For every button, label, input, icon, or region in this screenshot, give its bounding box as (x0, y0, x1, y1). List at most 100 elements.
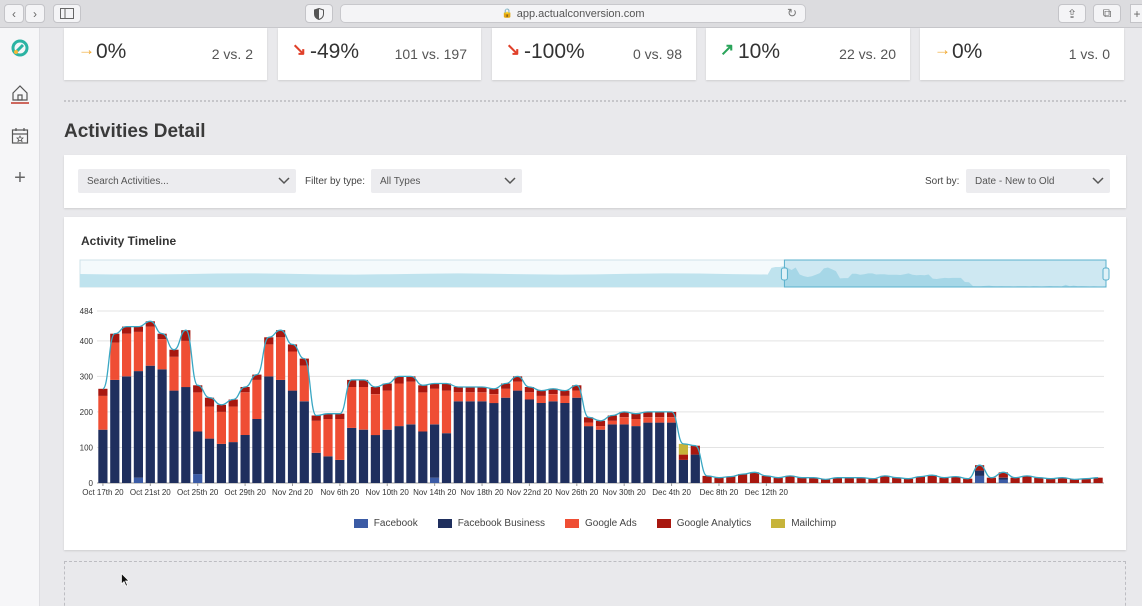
chart-legend: Facebook Facebook Business Google Ads Go… (64, 518, 1126, 529)
bar-segment (678, 443, 688, 455)
bar-segment (690, 454, 700, 483)
bar-segment (240, 387, 250, 393)
bar-segment (619, 424, 629, 483)
bar-segment (536, 390, 546, 396)
stat-card: → 0% 1 vs. 0 (920, 28, 1124, 80)
bar-segment (927, 475, 937, 483)
share-button[interactable]: ⇪ (1058, 4, 1086, 23)
x-tick-label: Dec 8th 20 (700, 488, 739, 497)
search-input[interactable]: Search Activities... (78, 169, 296, 193)
arrow-down-right-icon: ↘ (506, 40, 521, 59)
bar-segment (299, 358, 309, 366)
bar-segment (193, 392, 203, 432)
bar-segment (441, 433, 452, 483)
y-tick-label: 400 (80, 337, 94, 346)
bar-segment (370, 387, 380, 395)
privacy-button[interactable] (305, 4, 333, 23)
bar-segment (110, 342, 120, 380)
bar-segment (216, 443, 226, 483)
sidebar-item-home[interactable] (6, 80, 34, 108)
bar-segment (169, 390, 179, 483)
bar-segment (951, 476, 961, 483)
bar-segment (785, 475, 795, 483)
bar-segment (1010, 477, 1020, 483)
bar-segment (1081, 478, 1091, 483)
bar-segment (418, 392, 428, 432)
app-logo[interactable] (6, 34, 34, 62)
bar-segment (394, 383, 404, 427)
bar-segment (465, 392, 475, 402)
forward-button[interactable]: › (25, 4, 45, 23)
activity-chart[interactable]: 0 100 200 300 400 484 Oct 17th 20 Oct 21st 20 Oc… (64, 217, 1126, 517)
stat-comparison: 0 vs. 98 (632, 46, 682, 62)
bar-segment (323, 413, 333, 419)
plus-icon: + (14, 166, 26, 189)
bar-segment (667, 417, 677, 423)
bar-segment (133, 371, 143, 478)
filter-panel: Search Activities... Filter by type: All… (64, 155, 1126, 208)
bar-segment (998, 479, 1008, 483)
share-icon: ⇪ (1066, 6, 1078, 21)
bar-segment (394, 426, 404, 483)
bar-segment (903, 478, 914, 483)
bar-segment (382, 429, 392, 483)
bar-segment (477, 401, 487, 483)
bar-segment (441, 390, 452, 434)
sidebar-item-calendar[interactable] (6, 122, 34, 150)
bar-segment (631, 426, 641, 483)
legend-swatch (437, 519, 452, 528)
search-placeholder: Search Activities... (87, 175, 169, 187)
bar-segment (122, 376, 132, 483)
bar-segment (228, 399, 238, 407)
bar-segment (228, 406, 238, 443)
x-tick-label: Nov 14th 20 (413, 488, 457, 497)
tabs-button[interactable]: ⧉ (1093, 4, 1121, 23)
bar-segment (501, 397, 511, 483)
bar-segment (98, 429, 108, 483)
new-tab-button[interactable]: + (1130, 4, 1142, 23)
bar-segment (702, 475, 712, 483)
bar-segment (844, 477, 854, 483)
bar-segment (1093, 477, 1103, 483)
legend-item-facebook[interactable]: Facebook (353, 518, 418, 529)
bar-segment (998, 477, 1008, 480)
bar-segment (157, 369, 167, 483)
sort-select[interactable]: Date - New to Old (966, 169, 1110, 193)
address-bar[interactable]: 🔒 app.actualconversion.com ↻ (340, 4, 806, 23)
bar-segment (216, 411, 226, 444)
bar-segment (631, 413, 641, 419)
back-button[interactable]: ‹ (4, 4, 24, 23)
chevron-down-icon (504, 177, 516, 185)
bar-segment (489, 403, 499, 483)
widget-drop-zone[interactable] (64, 561, 1126, 606)
legend-item-facebook-business[interactable]: Facebook Business (437, 518, 545, 529)
bar-segment (572, 397, 582, 483)
legend-item-mailchimp[interactable]: Mailchimp (771, 518, 836, 529)
bar-segment (430, 477, 440, 483)
chart-title: Activity Timeline (81, 234, 177, 248)
browser-toolbar: ‹ › 🔒 app.actualconversion.com ↻ ⇪ ⧉ + (0, 0, 1142, 28)
x-tick-label: Nov 22nd 20 (507, 488, 553, 497)
arrow-right-icon: → (78, 40, 95, 59)
bar-segment (631, 419, 641, 427)
sidebar-toggle-button[interactable] (53, 4, 81, 23)
legend-item-google-ads[interactable]: Google Ads (564, 518, 637, 529)
bar-segment (252, 374, 262, 380)
reload-icon[interactable]: ↻ (786, 6, 797, 20)
bar-segment (655, 417, 665, 423)
bar-segment (1057, 477, 1068, 483)
navigator-handle-left (780, 267, 788, 281)
type-filter-select[interactable]: All Types (371, 169, 522, 193)
stat-comparison: 22 vs. 20 (839, 46, 896, 62)
legend-item-google-analytics[interactable]: Google Analytics (656, 518, 751, 529)
bar-segment (430, 388, 440, 425)
activity-timeline-panel: Activity Timeline 0 100 200 300 400 484 Oct 17… (64, 217, 1126, 550)
sidebar-item-add[interactable]: + (6, 164, 34, 192)
stat-card: ↘ -100% 0 vs. 98 (492, 28, 696, 80)
bar-segment (773, 477, 783, 483)
bar-segment (264, 337, 274, 345)
x-tick-label: Dec 4th 20 (652, 488, 691, 497)
bar-segment (761, 475, 771, 483)
type-filter-value: All Types (380, 175, 421, 187)
bar-segment (276, 330, 286, 338)
